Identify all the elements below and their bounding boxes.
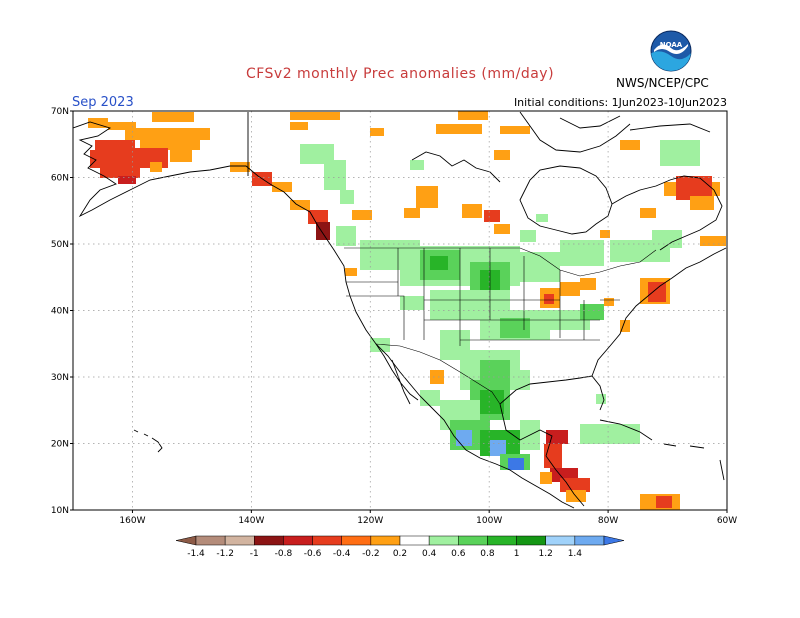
lon-label: 100W bbox=[476, 516, 502, 526]
lon-label: 60W bbox=[717, 516, 737, 526]
coastline-layer bbox=[73, 111, 727, 509]
legend-swatch bbox=[574, 535, 605, 546]
legend-arrow-right bbox=[603, 535, 625, 546]
latitude-labels: 10N 20N 30N 40N 50N 60N 70N bbox=[51, 107, 73, 516]
valid-month-label: Sep 2023 bbox=[72, 95, 134, 110]
lat-label: 60N bbox=[51, 174, 69, 184]
legend-swatch bbox=[458, 535, 488, 546]
lat-label: 30N bbox=[51, 373, 69, 383]
state-borders-layer bbox=[344, 247, 657, 405]
legend-arrow-left bbox=[175, 535, 197, 546]
legend-swatch bbox=[545, 535, 576, 546]
legend-label: -0.8 bbox=[275, 549, 293, 559]
legend-swatch bbox=[224, 535, 255, 546]
agency-label: NWS/NCEP/CPC bbox=[616, 76, 709, 90]
legend-label: 0.2 bbox=[393, 549, 407, 559]
noaa-logo: NOAA bbox=[650, 30, 692, 72]
legend-label: 0.6 bbox=[451, 549, 466, 559]
legend-label: 1.4 bbox=[568, 549, 583, 559]
legend-label: 1.2 bbox=[539, 549, 553, 559]
anomaly-fill-layer bbox=[88, 111, 726, 510]
legend-label: -0.6 bbox=[304, 549, 322, 559]
legend-label: 1 bbox=[514, 549, 520, 559]
initial-conditions-label: Initial conditions: 1Jun2023-10Jun2023 bbox=[513, 96, 727, 109]
lat-label: 50N bbox=[51, 240, 69, 250]
legend-swatch bbox=[341, 535, 372, 546]
legend-swatch bbox=[428, 535, 459, 546]
legend-label: -0.4 bbox=[333, 549, 351, 559]
lat-label: 20N bbox=[51, 440, 69, 450]
svg-text:NOAA: NOAA bbox=[660, 41, 683, 49]
legend-label: 0.4 bbox=[422, 549, 437, 559]
wet-anomaly-plains bbox=[300, 140, 700, 390]
dry-anomaly-central-canada bbox=[404, 111, 530, 234]
legend-swatch bbox=[254, 535, 284, 546]
lat-label: 40N bbox=[51, 307, 69, 317]
legend-label: -1.4 bbox=[187, 549, 205, 559]
legend-label: -0.2 bbox=[362, 549, 380, 559]
lat-label: 10N bbox=[51, 506, 69, 516]
lon-label: 120W bbox=[357, 516, 383, 526]
legend-swatch bbox=[516, 535, 546, 546]
lon-label: 80W bbox=[598, 516, 618, 526]
map-title: CFSv2 monthly Prec anomalies (mm/day) bbox=[245, 66, 555, 82]
legend-swatch bbox=[283, 535, 313, 546]
legend-label: -1 bbox=[250, 549, 259, 559]
lon-label: 160W bbox=[119, 516, 145, 526]
legend-swatch bbox=[312, 535, 342, 546]
wet-anomaly-mexico bbox=[420, 370, 640, 470]
lat-label: 70N bbox=[51, 107, 69, 117]
lon-label: 140W bbox=[238, 516, 264, 526]
legend-label: -1.2 bbox=[216, 549, 234, 559]
legend-swatch bbox=[487, 535, 517, 546]
legend-swatch bbox=[370, 535, 401, 546]
legend-swatch bbox=[399, 535, 430, 546]
lat-lon-grid bbox=[73, 111, 727, 510]
dry-anomaly-northeast bbox=[540, 278, 670, 332]
dry-anomaly-alaska bbox=[88, 112, 384, 184]
dry-anomaly-quebec bbox=[600, 140, 726, 246]
longitude-labels: 160W 140W 120W 100W 80W 60W bbox=[119, 510, 737, 526]
legend-label: 0.8 bbox=[480, 549, 495, 559]
legend-swatch bbox=[195, 535, 226, 546]
